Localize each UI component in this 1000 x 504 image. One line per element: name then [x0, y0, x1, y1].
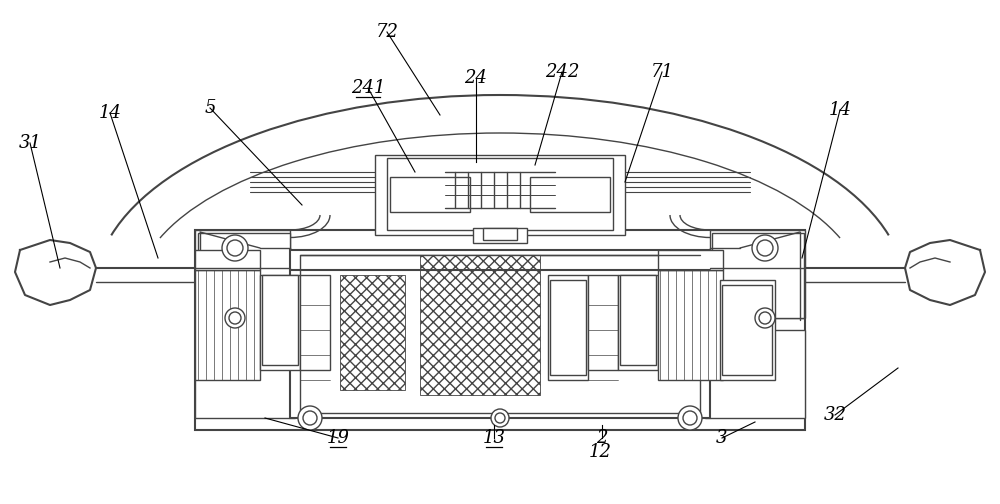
- Circle shape: [495, 413, 505, 423]
- Bar: [712, 233, 804, 318]
- Bar: [262, 275, 298, 365]
- Text: 13: 13: [482, 429, 506, 447]
- Bar: [375, 155, 625, 235]
- Circle shape: [757, 240, 773, 256]
- Text: 12: 12: [588, 443, 612, 461]
- Bar: [195, 270, 260, 380]
- Bar: [722, 285, 772, 375]
- Bar: [658, 270, 723, 380]
- Circle shape: [229, 312, 241, 324]
- Text: 19: 19: [326, 429, 350, 447]
- Text: 32: 32: [824, 406, 846, 424]
- Bar: [195, 230, 290, 318]
- Circle shape: [755, 308, 775, 328]
- Bar: [548, 275, 588, 380]
- Bar: [260, 275, 300, 370]
- Bar: [620, 275, 656, 365]
- Bar: [705, 330, 805, 418]
- Text: 14: 14: [98, 104, 122, 122]
- Text: 242: 242: [545, 63, 579, 81]
- Circle shape: [491, 409, 509, 427]
- Circle shape: [225, 308, 245, 328]
- Bar: [195, 230, 805, 430]
- Text: 72: 72: [376, 23, 398, 41]
- Bar: [198, 233, 290, 318]
- Bar: [300, 255, 700, 413]
- Bar: [390, 177, 470, 212]
- Bar: [195, 330, 295, 418]
- Bar: [387, 158, 613, 230]
- Circle shape: [678, 406, 702, 430]
- Circle shape: [222, 235, 248, 261]
- Circle shape: [303, 411, 317, 425]
- Bar: [340, 275, 405, 390]
- Bar: [420, 255, 540, 395]
- Circle shape: [759, 312, 771, 324]
- Text: 31: 31: [18, 134, 42, 152]
- Circle shape: [227, 240, 243, 256]
- Bar: [550, 280, 586, 375]
- Text: 24: 24: [464, 69, 488, 87]
- Bar: [658, 250, 723, 270]
- Bar: [483, 228, 517, 240]
- Circle shape: [298, 406, 322, 430]
- Bar: [290, 250, 710, 418]
- Text: 241: 241: [351, 79, 385, 97]
- Bar: [195, 250, 260, 270]
- Text: 3: 3: [716, 429, 728, 447]
- Text: 5: 5: [204, 99, 216, 117]
- Bar: [473, 228, 527, 243]
- Bar: [720, 280, 775, 380]
- Text: 2: 2: [596, 429, 608, 447]
- Bar: [710, 230, 805, 318]
- Bar: [530, 177, 610, 212]
- Bar: [588, 275, 618, 370]
- Bar: [618, 275, 658, 370]
- Text: 71: 71: [650, 63, 674, 81]
- Circle shape: [683, 411, 697, 425]
- Text: 14: 14: [828, 101, 852, 119]
- Bar: [300, 275, 330, 370]
- Circle shape: [752, 235, 778, 261]
